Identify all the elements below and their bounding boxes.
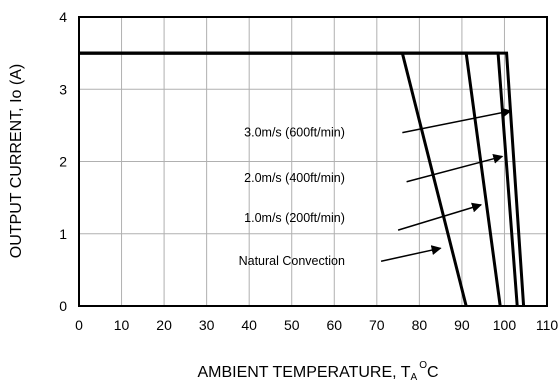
x-tick-label: 90: [454, 317, 470, 333]
x-tick-label: 40: [241, 317, 257, 333]
y-tick-label: 3: [59, 81, 67, 97]
y-tick-label: 2: [59, 154, 67, 170]
annotations: 3.0m/s (600ft/min) 2.0m/s (400ft/min) 1.0m…: [239, 107, 512, 268]
x-tick-label: 10: [114, 317, 130, 333]
x-axis-title-superscript: O: [419, 360, 427, 371]
series-line-4: [79, 51, 526, 307]
series-lines: [79, 51, 526, 307]
x-tick-label: 20: [156, 317, 172, 333]
grid: [79, 17, 547, 306]
x-axis-title: AMBIENT TEMPERATURE, TAOC: [197, 360, 438, 383]
annotation-label: Natural Convection: [239, 254, 345, 268]
y-tick-label: 4: [59, 9, 67, 25]
annotation-arrow: [402, 107, 512, 134]
y-axis-title: OUTPUT CURRENT, Io (A): [8, 64, 25, 258]
x-axis-title-subscript: A: [411, 372, 418, 383]
annotation-label: 3.0m/s (600ft/min): [244, 126, 345, 140]
y-tick-label: 0: [59, 298, 67, 314]
y-tick-label: 1: [59, 226, 67, 242]
annotation-arrow: [380, 245, 442, 262]
x-tick-label: 60: [326, 317, 342, 333]
x-tick-label: 80: [412, 317, 428, 333]
tick-labels: 0 10 20 30 40 50 60 70 80 90 100 110 0 1 2 3 4: [59, 9, 558, 333]
annotation-label: 2.0m/s (400ft/min): [244, 171, 345, 185]
x-tick-label: 100: [493, 317, 517, 333]
x-tick-label: 0: [75, 317, 83, 333]
annotation-arrow: [397, 202, 483, 231]
x-tick-label: 30: [199, 317, 215, 333]
x-tick-label: 70: [369, 317, 385, 333]
x-tick-label: 50: [284, 317, 300, 333]
x-axis-title-unit: C: [427, 364, 439, 381]
annotation-arrow: [406, 153, 504, 183]
x-tick-label: 110: [536, 317, 559, 333]
annotation-label: 1.0m/s (200ft/min): [244, 211, 345, 225]
plot-area-frame: [78, 16, 548, 307]
x-axis-title-main: AMBIENT TEMPERATURE, T: [197, 364, 410, 381]
